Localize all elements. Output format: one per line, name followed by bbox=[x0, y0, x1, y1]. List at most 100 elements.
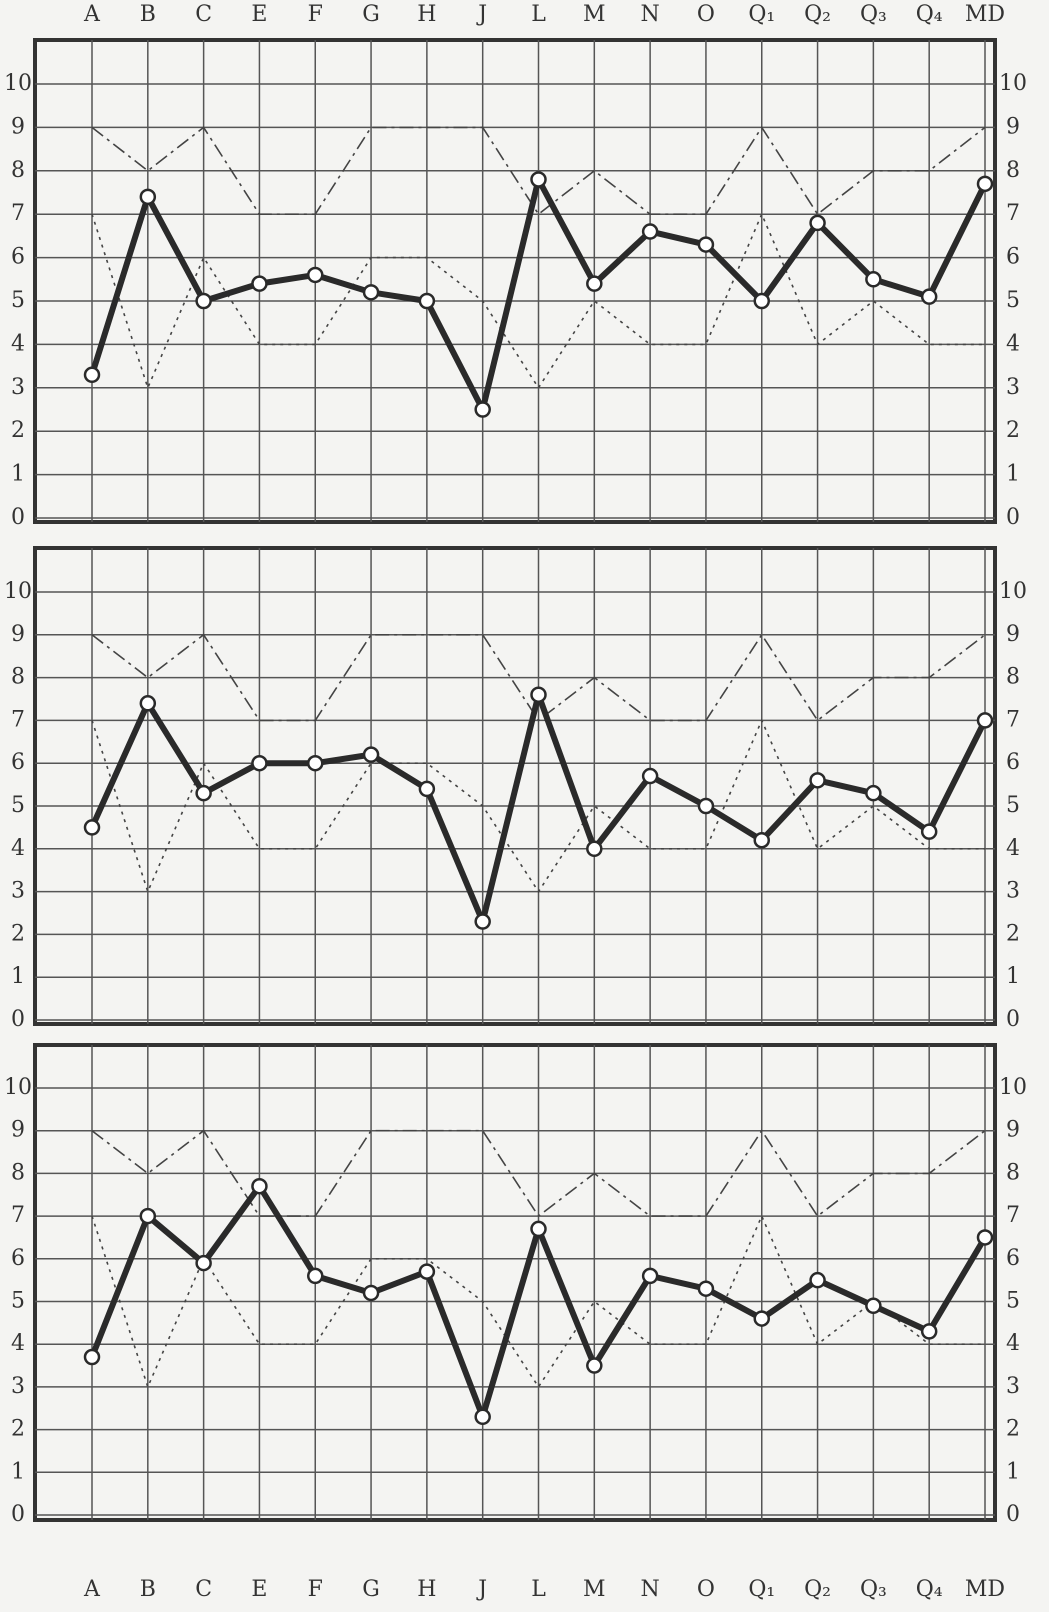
y-tick-label-right: 6 bbox=[1006, 1246, 1020, 1271]
y-tick-label-right: 1 bbox=[1006, 964, 1020, 989]
data-point bbox=[865, 1297, 882, 1315]
data-point bbox=[697, 236, 715, 253]
data-point bbox=[920, 288, 938, 305]
lower-band bbox=[91, 718, 985, 894]
x-tick-label: M bbox=[583, 2, 606, 27]
x-tick-label: Q₃ bbox=[860, 1577, 887, 1602]
x-tick-label: Q₁ bbox=[748, 1577, 775, 1602]
y-tick-label-right: 3 bbox=[1006, 1374, 1020, 1399]
y-tick-label: 8 bbox=[11, 665, 25, 690]
data-point bbox=[586, 275, 603, 292]
y-tick-label-right: 5 bbox=[1006, 288, 1020, 313]
data-point bbox=[195, 292, 212, 310]
x-tick-label: L bbox=[531, 1577, 546, 1602]
data-point bbox=[307, 266, 324, 284]
y-tick-label: 2 bbox=[11, 418, 25, 443]
data-point bbox=[697, 1280, 715, 1297]
y-tick-label-right: 0 bbox=[1006, 1502, 1020, 1527]
data-point bbox=[753, 1310, 770, 1327]
y-tick-label-right: 3 bbox=[1006, 879, 1020, 904]
y-tick-label: 3 bbox=[11, 879, 25, 904]
upper-band bbox=[91, 633, 986, 722]
x-tick-label: MD bbox=[965, 1577, 1005, 1602]
x-tick-label: B bbox=[140, 1577, 156, 1602]
y-tick-label-right: 10 bbox=[999, 71, 1027, 96]
data-point bbox=[474, 1408, 491, 1426]
y-tick-label-right: 9 bbox=[1006, 1118, 1020, 1143]
x-tick-label: G bbox=[362, 1577, 380, 1602]
y-tick-label-right: 8 bbox=[1006, 665, 1020, 690]
x-tick-label: E bbox=[251, 2, 267, 27]
y-tick-label: 5 bbox=[11, 793, 25, 818]
data-point bbox=[641, 1267, 659, 1285]
data-point bbox=[251, 754, 268, 772]
y-tick-label: 2 bbox=[11, 921, 25, 946]
y-tick-label: 0 bbox=[11, 505, 25, 530]
data-point bbox=[641, 767, 659, 785]
data-point bbox=[586, 840, 603, 858]
x-tick-label: N bbox=[641, 2, 660, 27]
y-tick-label: 9 bbox=[11, 114, 25, 139]
data-point bbox=[809, 772, 826, 789]
y-tick-label-right: 2 bbox=[1006, 921, 1020, 946]
x-tick-label: A bbox=[83, 1577, 101, 1602]
y-tick-label: 0 bbox=[11, 1007, 25, 1032]
y-tick-label: 6 bbox=[11, 1246, 25, 1271]
y-tick-label: 9 bbox=[11, 1118, 25, 1143]
data-point bbox=[83, 366, 101, 384]
lower-band bbox=[91, 1214, 985, 1390]
x-tick-label: F bbox=[308, 1577, 323, 1602]
x-tick-label: C bbox=[195, 2, 212, 27]
x-tick-label: Q₂ bbox=[804, 1577, 831, 1602]
upper-band bbox=[91, 1129, 986, 1218]
panel-frame bbox=[33, 1043, 997, 1522]
x-tick-label: J bbox=[476, 2, 487, 27]
x-tick-label: C bbox=[195, 1577, 212, 1602]
data-point bbox=[307, 754, 324, 772]
x-tick-label: L bbox=[531, 2, 546, 27]
y-tick-label-right: 0 bbox=[1006, 1007, 1020, 1032]
x-tick-label: J bbox=[476, 1577, 487, 1602]
data-point bbox=[418, 780, 436, 798]
data-point bbox=[865, 271, 882, 288]
data-point bbox=[530, 171, 547, 188]
y-tick-label: 1 bbox=[11, 462, 25, 487]
y-tick-label: 1 bbox=[11, 1459, 25, 1484]
y-tick-label: 9 bbox=[11, 622, 25, 647]
y-tick-label: 4 bbox=[11, 1331, 25, 1356]
data-point bbox=[530, 686, 547, 703]
y-tick-label-right: 4 bbox=[1006, 1331, 1020, 1356]
data-point bbox=[809, 214, 826, 232]
x-tick-label: MD bbox=[965, 2, 1005, 27]
data-point bbox=[195, 784, 212, 802]
data-point bbox=[920, 1323, 938, 1340]
y-tick-label-right: 2 bbox=[1006, 418, 1020, 443]
data-point bbox=[139, 695, 157, 712]
x-tick-label: E bbox=[251, 1577, 267, 1602]
y-tick-label-right: 8 bbox=[1006, 158, 1020, 183]
y-tick-label: 10 bbox=[4, 579, 32, 604]
y-tick-label-right: 7 bbox=[1006, 1203, 1020, 1228]
x-tick-label: B bbox=[140, 2, 156, 27]
x-tick-label: O bbox=[697, 2, 715, 27]
data-point bbox=[139, 1207, 157, 1225]
data-point bbox=[641, 223, 659, 240]
x-tick-label: H bbox=[417, 2, 436, 27]
x-tick-label: Q₄ bbox=[916, 1577, 943, 1602]
y-tick-label: 8 bbox=[11, 158, 25, 183]
x-tick-label: M bbox=[583, 1577, 606, 1602]
data-point bbox=[697, 797, 715, 815]
upper-band bbox=[91, 125, 986, 216]
data-point bbox=[251, 275, 268, 292]
x-tick-label: N bbox=[641, 1577, 660, 1602]
data-point bbox=[976, 175, 994, 193]
data-point bbox=[418, 292, 436, 310]
y-tick-label-right: 10 bbox=[999, 1075, 1027, 1100]
y-tick-label-right: 0 bbox=[1006, 505, 1020, 530]
data-point bbox=[83, 819, 101, 836]
x-tick-label: Q₄ bbox=[916, 2, 943, 27]
y-tick-label: 3 bbox=[11, 375, 25, 400]
y-tick-label-right: 2 bbox=[1006, 1417, 1020, 1442]
data-point bbox=[251, 1177, 268, 1195]
